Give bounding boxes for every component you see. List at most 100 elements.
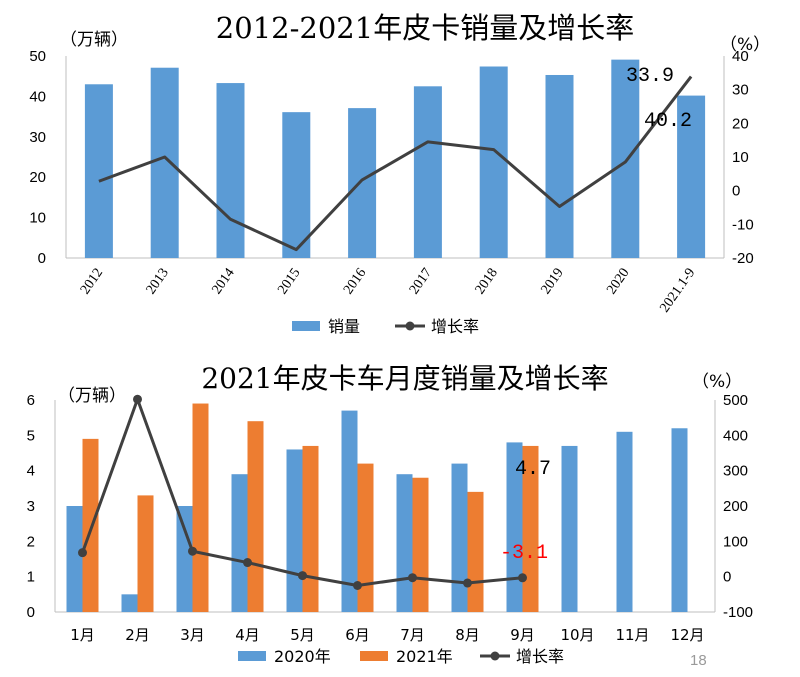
line-marker <box>463 578 472 588</box>
right-tick-label: 100 <box>723 533 748 550</box>
legend-label: 2021年 <box>396 647 453 666</box>
page-number: 18 <box>690 652 707 669</box>
category-label: 1月 <box>70 626 95 644</box>
bar-销量 <box>348 108 377 258</box>
bar-2020年 <box>451 463 468 612</box>
bar-销量 <box>677 95 706 258</box>
category-label: 7月 <box>400 626 425 644</box>
right-tick-label: 30 <box>732 82 749 99</box>
left-tick-label: 0 <box>38 250 46 267</box>
data-label: 4.7 <box>515 458 551 481</box>
bar-2021年 <box>192 403 209 612</box>
legend-label: 增长率 <box>431 317 479 336</box>
bar-2021年 <box>247 421 264 612</box>
category-label: 10月 <box>560 626 594 644</box>
bar-2020年 <box>671 428 688 612</box>
legend-marker <box>405 321 415 331</box>
category-label: 12月 <box>670 626 704 644</box>
bar-2021年 <box>412 477 429 612</box>
line-marker <box>78 548 87 558</box>
data-label: -3.1 <box>500 542 548 565</box>
bar-销量 <box>150 67 179 258</box>
line-marker <box>133 394 142 404</box>
bar-2020年 <box>121 594 138 612</box>
data-label: 33.9 <box>626 65 674 88</box>
right-axis-unit: （%） <box>720 35 770 55</box>
bar-销量 <box>216 83 245 259</box>
left-axis-unit: （万辆） <box>60 30 128 50</box>
left-tick-label: 6 <box>27 392 35 409</box>
bar-2020年 <box>176 506 193 612</box>
legend-label: 增长率 <box>516 647 564 666</box>
chart-1: 2012-2021年皮卡销量及增长率 （万辆） （%） 50 40 30 20 10 0 40 30… <box>29 11 770 336</box>
bar-2020年 <box>561 445 578 612</box>
bar-2020年 <box>341 410 358 612</box>
line-marker <box>243 558 252 568</box>
legend-swatch <box>238 651 266 661</box>
left-tick-label: 30 <box>29 129 46 146</box>
bar-2021年 <box>137 495 154 612</box>
line-marker <box>408 573 417 583</box>
bar-2020年 <box>396 474 413 612</box>
legend-label: 2020年 <box>274 647 331 666</box>
chart-title: 2012-2021年皮卡销量及增长率 <box>216 11 634 45</box>
left-tick-label: 50 <box>29 48 46 65</box>
category-label: 4月 <box>235 626 260 644</box>
category-label: 11月 <box>615 626 649 644</box>
right-tick-label: 20 <box>732 115 749 132</box>
bar-2021年 <box>357 463 374 612</box>
left-tick-label: 0 <box>27 604 35 621</box>
category-label: 2020 <box>604 266 632 298</box>
bar-销量 <box>413 86 442 258</box>
bar-销量 <box>84 84 113 258</box>
left-tick-label: 3 <box>27 498 35 515</box>
bar-2021年 <box>82 438 99 612</box>
right-tick-label: -20 <box>732 250 754 267</box>
legend-swatch <box>360 651 388 661</box>
line-marker <box>353 581 362 590</box>
line-marker <box>298 571 307 581</box>
category-label: 2018 <box>473 266 501 298</box>
category-label: 2017 <box>407 266 435 298</box>
category-label: 2013 <box>144 266 172 298</box>
category-label: 6月 <box>345 626 370 644</box>
category-label: 2015 <box>275 266 303 298</box>
category-label: 2019 <box>538 266 566 298</box>
left-tick-label: 5 <box>27 427 35 444</box>
right-tick-label: 10 <box>732 149 749 166</box>
category-label: 3月 <box>180 626 205 644</box>
right-tick-label: 0 <box>732 183 740 200</box>
data-label: 40.2 <box>644 110 692 133</box>
bar-销量 <box>545 74 574 258</box>
right-tick-label: 200 <box>723 498 748 515</box>
bar-2021年 <box>302 445 319 612</box>
bar-2020年 <box>231 474 248 612</box>
bar-2020年 <box>506 442 523 612</box>
category-label: 5月 <box>290 626 315 644</box>
left-tick-label: 4 <box>27 463 35 480</box>
legend-swatch <box>292 321 320 331</box>
line-marker <box>188 546 197 556</box>
bar-2020年 <box>286 449 303 612</box>
right-tick-label: 400 <box>723 427 748 444</box>
category-label: 2021.1-9 <box>657 266 698 316</box>
right-axis-unit: （%） <box>692 372 742 392</box>
right-tick-label: -10 <box>732 216 754 233</box>
left-axis-unit: （万辆） <box>58 386 126 406</box>
line-marker <box>518 573 527 583</box>
left-tick-label: 2 <box>27 533 35 550</box>
bar-2021年 <box>467 491 484 612</box>
legend-marker <box>490 651 500 661</box>
right-tick-label: 0 <box>723 569 731 586</box>
left-tick-label: 20 <box>29 169 46 186</box>
category-label: 2月 <box>125 626 150 644</box>
chart-2: 2021年皮卡车月度销量及增长率 （万辆） （%） 6 5 4 3 2 1 0 500 400 300 2… <box>27 362 753 666</box>
bar-销量 <box>479 66 508 258</box>
legend-label: 销量 <box>328 317 360 336</box>
right-tick-label: 300 <box>723 463 748 480</box>
bar-2020年 <box>66 506 83 612</box>
category-label: 2014 <box>209 266 237 298</box>
bar-2020年 <box>616 431 633 612</box>
category-label: 2016 <box>341 266 369 298</box>
